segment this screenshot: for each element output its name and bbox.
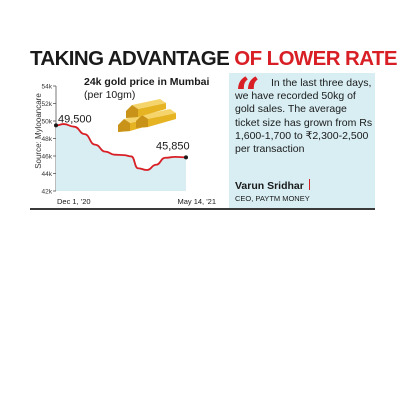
start-point [54, 123, 58, 128]
quote-panel: “ In the last three days, we have record… [229, 73, 375, 208]
headline-part-1: TAKING ADVANTAGE [30, 47, 235, 70]
quote-mark-icon: “ [235, 69, 261, 120]
headline-part-2: OF LOWER RATE [234, 47, 397, 70]
y-tick-label-2: 46k [42, 154, 53, 161]
chart-panel: 42k 44k 46k 48k 50k 52k 54k 49,500 45,850 Dec 1, … [30, 73, 226, 208]
y-tick-label-5: 52k [42, 101, 53, 108]
source-label: Source: Mylooancare [34, 93, 43, 169]
gold-bars-icon [118, 99, 176, 132]
y-tick-label-6: 54k [42, 84, 53, 91]
x-tick-label-1: May 14, '21 [177, 197, 216, 206]
chart-title: 24k gold price in Mumbai (per 10gm) [84, 76, 214, 102]
chart-title-main: 24k gold price in Mumbai [84, 76, 210, 88]
infographic-card: 42k 44k 46k 48k 50k 52k 54k 49,500 45,850 Dec 1, … [30, 73, 375, 208]
y-tick-label-3: 48k [42, 136, 53, 143]
price-chart: 42k 44k 46k 48k 50k 52k 54k 49,500 45,850 Dec 1, … [42, 84, 216, 207]
y-tick-label-1: 44k [42, 171, 53, 178]
price-line [55, 123, 187, 171]
end-point [184, 155, 188, 160]
quote-author-name: Varun Sridhar [235, 180, 304, 192]
quote-author: Varun Sridhar [235, 179, 311, 192]
data-label-start: 49,500 [58, 113, 92, 125]
area-fill [56, 124, 186, 191]
chart-subtitle: (per 10gm) [84, 89, 136, 101]
x-tick-label-0: Dec 1, '20 [57, 197, 91, 206]
headline: TAKING ADVANTAGE OF LOWER RATE [30, 46, 398, 72]
author-divider [308, 179, 311, 190]
data-label-end: 45,850 [156, 140, 190, 152]
y-tick-label-4: 50k [42, 119, 53, 126]
bottom-rule [30, 208, 375, 210]
y-tick-label-0: 42k [42, 189, 53, 196]
quote-role: CEO, PAYTM MONEY [235, 194, 310, 203]
quote-text: In the last three days, we have recorded… [235, 77, 373, 156]
